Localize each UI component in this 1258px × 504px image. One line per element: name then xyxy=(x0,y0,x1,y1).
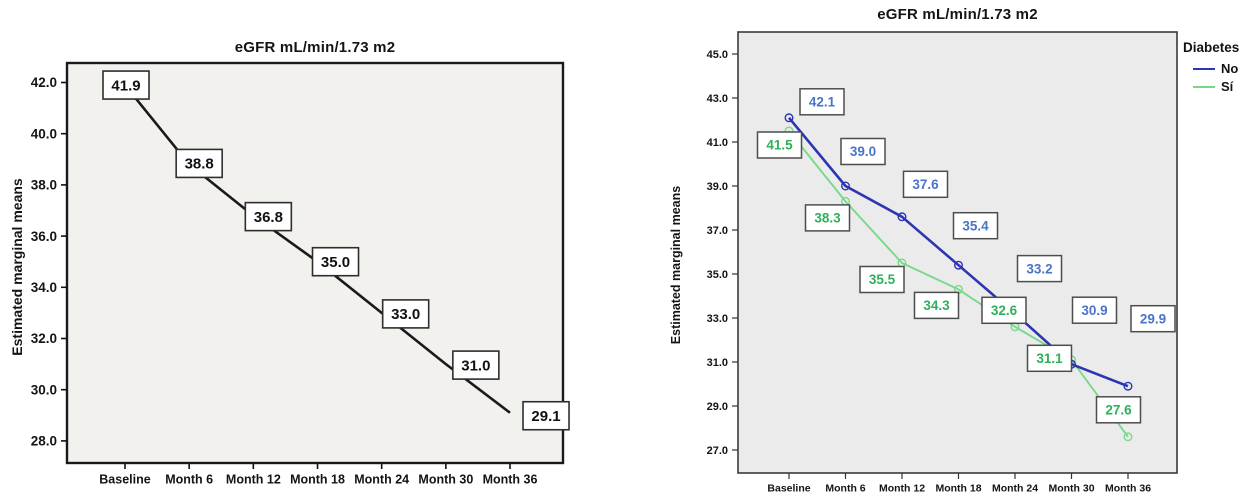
legend-line-no-icon xyxy=(1193,67,1215,70)
data-label: 41.5 xyxy=(766,138,793,153)
data-label-box xyxy=(452,350,500,380)
x-category-label: Month 6 xyxy=(825,483,865,495)
right-y-axis-title: Estimated marginal means xyxy=(669,185,683,345)
y-tick-label: 32.0 xyxy=(31,331,57,346)
x-category-label: Month 30 xyxy=(418,473,473,487)
y-tick-label: 34.0 xyxy=(31,280,57,295)
data-label: 31.1 xyxy=(1036,351,1063,366)
data-label: 30.9 xyxy=(1081,303,1107,318)
data-label-box xyxy=(522,400,570,431)
chart-overall: 42.0 40.0 38.0 36.0 34.0 32.0 30.0 28.0 Baseline… xyxy=(31,61,570,487)
x-category-label: Month 12 xyxy=(226,473,281,487)
data-label: 42.1 xyxy=(809,95,836,110)
x-category-label: Baseline xyxy=(767,483,810,495)
data-label: 36.8 xyxy=(254,209,283,226)
left-chart-title: eGFR mL/min/1.73 m2 xyxy=(234,39,396,56)
data-label: 38.3 xyxy=(814,211,841,226)
y-tick-label: 29.0 xyxy=(707,401,728,413)
y-tick-label: 42.0 xyxy=(31,75,57,90)
legend-line-si-icon xyxy=(1193,85,1215,88)
data-label: 35.0 xyxy=(321,254,350,271)
y-tick-label: 37.0 xyxy=(707,225,728,237)
data-label-box xyxy=(952,211,999,240)
data-label-box xyxy=(902,170,949,199)
data-label-box xyxy=(840,137,886,166)
data-point-No xyxy=(784,113,794,123)
data-label: 33.2 xyxy=(1026,261,1052,276)
data-label-box xyxy=(756,131,803,159)
chart-by-diabetes: 45.0 43.0 41.0 39.0 37.0 35.0 33.0 31.0 29.0 27.0… xyxy=(707,31,1178,495)
y-tick-label: 28.0 xyxy=(31,434,57,449)
data-label: 38.8 xyxy=(185,156,214,173)
x-category-label: Month 24 xyxy=(354,473,409,487)
data-label: 29.1 xyxy=(531,408,560,425)
x-category-label: Month 18 xyxy=(290,473,345,487)
data-label-box xyxy=(1095,396,1142,424)
data-label: 32.6 xyxy=(991,303,1018,318)
data-point-No xyxy=(841,181,851,191)
data-point-No xyxy=(954,260,964,270)
data-label: 31.0 xyxy=(461,357,490,374)
data-label: 29.9 xyxy=(1140,311,1166,326)
y-tick-label: 33.0 xyxy=(707,313,728,325)
x-category-label: Month 18 xyxy=(935,483,981,495)
data-label: 37.6 xyxy=(912,177,939,192)
data-label-box xyxy=(1130,304,1176,333)
legend-title: Diabetes xyxy=(1183,40,1240,55)
data-label-box xyxy=(913,291,960,320)
data-point-Sí xyxy=(1123,432,1133,442)
y-tick-label: 27.0 xyxy=(707,445,728,457)
x-category-label: Month 36 xyxy=(1105,483,1151,495)
x-category-label: Month 12 xyxy=(879,483,925,495)
y-tick-label: 30.0 xyxy=(31,382,57,397)
data-label-box xyxy=(981,296,1027,325)
data-point-No xyxy=(1123,381,1133,391)
data-label: 33.0 xyxy=(391,306,420,323)
data-label: 34.3 xyxy=(923,298,950,313)
x-category-label: Month 30 xyxy=(1048,483,1094,495)
data-label-box xyxy=(381,299,430,329)
data-point-No xyxy=(897,212,907,222)
legend-diabetes: Diabetes No Sí xyxy=(1183,40,1239,94)
data-label: 27.6 xyxy=(1105,403,1132,418)
data-label-box xyxy=(244,201,293,232)
y-tick-label: 45.0 xyxy=(707,49,728,61)
data-label-box xyxy=(1016,254,1063,283)
y-tick-label: 31.0 xyxy=(707,357,728,369)
left-y-axis-title: Estimated marginal means xyxy=(9,178,25,356)
x-category-label: Month 24 xyxy=(992,483,1038,495)
y-tick-label: 35.0 xyxy=(707,269,728,281)
legend-label-no: No xyxy=(1221,61,1239,76)
y-tick-label: 39.0 xyxy=(707,181,728,193)
y-tick-label: 38.0 xyxy=(31,178,57,193)
legend-item-si: Sí xyxy=(1193,79,1239,94)
data-label: 35.5 xyxy=(869,272,896,287)
data-label-box xyxy=(799,88,845,116)
legend-item-no: No xyxy=(1193,61,1239,76)
y-tick-label: 43.0 xyxy=(707,93,728,105)
data-label-box xyxy=(1071,296,1118,324)
data-label-box xyxy=(102,70,150,100)
y-tick-label: 36.0 xyxy=(31,229,57,244)
legend-label-si: Sí xyxy=(1221,79,1234,94)
data-label-box xyxy=(859,265,905,294)
right-chart-title: eGFR mL/min/1.73 m2 xyxy=(877,6,1038,23)
data-label-box xyxy=(311,246,360,277)
y-tick-label: 41.0 xyxy=(707,137,728,149)
data-label-box xyxy=(804,204,851,232)
x-category-label: Month 36 xyxy=(483,473,538,487)
data-label: 41.9 xyxy=(111,77,140,94)
data-label: 35.4 xyxy=(962,218,989,233)
data-label-box xyxy=(175,148,223,179)
x-category-label: Month 6 xyxy=(165,473,213,487)
x-category-label: Baseline xyxy=(99,473,150,487)
data-label: 39.0 xyxy=(850,144,876,159)
y-tick-label: 40.0 xyxy=(31,126,57,141)
data-label-box xyxy=(1026,344,1073,373)
